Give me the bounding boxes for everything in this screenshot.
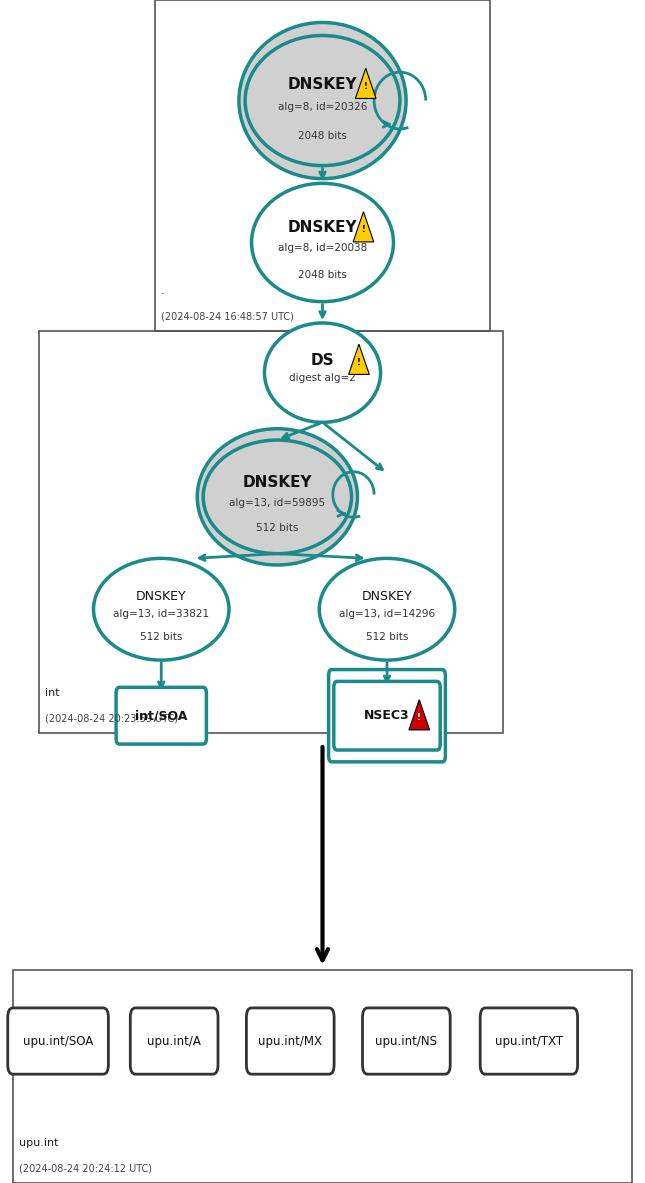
Text: 2048 bits: 2048 bits	[298, 131, 347, 141]
Text: (2024-08-24 20:24:12 UTC): (2024-08-24 20:24:12 UTC)	[19, 1164, 152, 1174]
FancyBboxPatch shape	[246, 1008, 334, 1074]
FancyBboxPatch shape	[480, 1008, 578, 1074]
Text: (2024-08-24 20:23:59 UTC): (2024-08-24 20:23:59 UTC)	[45, 715, 178, 724]
Text: upu.int/A: upu.int/A	[147, 1035, 201, 1047]
Ellipse shape	[197, 428, 357, 565]
Bar	[155, 0, 490, 331]
Text: upu.int/SOA: upu.int/SOA	[23, 1035, 93, 1047]
Ellipse shape	[252, 183, 393, 302]
Text: NSEC3: NSEC3	[364, 710, 410, 722]
Polygon shape	[348, 344, 369, 374]
Text: alg=8, id=20038: alg=8, id=20038	[278, 244, 367, 253]
Bar	[13, 970, 632, 1183]
Text: digest alg=2: digest alg=2	[289, 373, 356, 382]
Text: 2048 bits: 2048 bits	[298, 270, 347, 280]
Text: upu.int: upu.int	[19, 1138, 59, 1148]
Text: upu.int/TXT: upu.int/TXT	[495, 1035, 563, 1047]
FancyBboxPatch shape	[116, 687, 206, 744]
Text: int/SOA: int/SOA	[135, 710, 188, 722]
Text: !: !	[364, 82, 368, 91]
FancyBboxPatch shape	[362, 1008, 450, 1074]
Text: upu.int/NS: upu.int/NS	[375, 1035, 437, 1047]
Text: alg=8, id=20326: alg=8, id=20326	[278, 102, 367, 112]
Text: !: !	[357, 357, 361, 367]
Polygon shape	[409, 699, 430, 730]
Text: 512 bits: 512 bits	[256, 523, 299, 534]
Text: !: !	[417, 713, 421, 722]
Ellipse shape	[203, 440, 352, 554]
Text: alg=13, id=59895: alg=13, id=59895	[229, 498, 326, 508]
Text: DNSKEY: DNSKEY	[362, 590, 412, 603]
FancyBboxPatch shape	[334, 681, 440, 750]
Text: DNSKEY: DNSKEY	[136, 590, 186, 603]
Bar	[39, 331, 503, 733]
Text: int: int	[45, 689, 60, 698]
Text: alg=13, id=33821: alg=13, id=33821	[113, 609, 210, 620]
Ellipse shape	[94, 558, 229, 660]
Text: (2024-08-24 16:48:57 UTC): (2024-08-24 16:48:57 UTC)	[161, 312, 294, 322]
Text: alg=13, id=14296: alg=13, id=14296	[339, 609, 435, 620]
Text: .: .	[161, 286, 165, 296]
Polygon shape	[355, 69, 376, 98]
Text: 512 bits: 512 bits	[140, 632, 183, 642]
Text: !: !	[361, 225, 366, 234]
Text: upu.int/MX: upu.int/MX	[258, 1035, 322, 1047]
Ellipse shape	[264, 323, 381, 422]
Polygon shape	[353, 212, 374, 243]
Text: DNSKEY: DNSKEY	[288, 220, 357, 235]
Text: DNSKEY: DNSKEY	[243, 476, 312, 490]
FancyBboxPatch shape	[130, 1008, 218, 1074]
Ellipse shape	[239, 22, 406, 179]
Text: 512 bits: 512 bits	[366, 632, 408, 642]
Text: DNSKEY: DNSKEY	[288, 77, 357, 92]
Ellipse shape	[245, 35, 400, 166]
Ellipse shape	[319, 558, 455, 660]
FancyBboxPatch shape	[328, 670, 445, 762]
Text: DS: DS	[311, 353, 334, 368]
FancyBboxPatch shape	[8, 1008, 108, 1074]
